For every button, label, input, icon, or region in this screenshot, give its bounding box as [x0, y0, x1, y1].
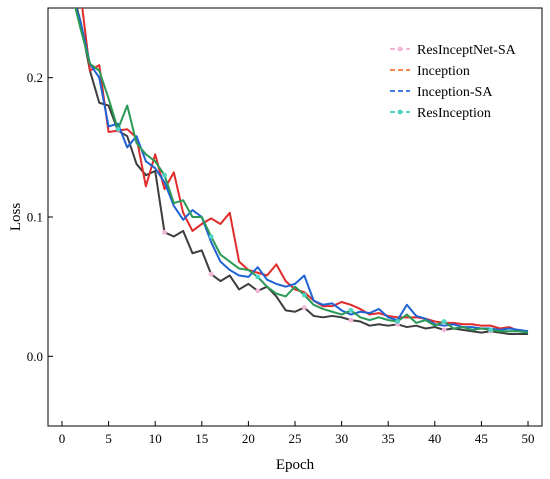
x-axis-label: Epoch [276, 457, 315, 473]
legend-label-1: Inception [417, 64, 470, 79]
x-axis-ticks: 0 5 10 15 20 25 30 35 40 45 50 [59, 421, 535, 446]
series-marker-0 [441, 327, 447, 333]
legend: ResInceptNet-SA Inception Inception-SA ResI… [390, 43, 517, 121]
x-tick-label: 45 [475, 431, 488, 446]
x-tick-label: 30 [335, 431, 348, 446]
series-marker-0 [255, 288, 261, 294]
series-group [74, 8, 529, 336]
x-tick-label: 50 [522, 431, 535, 446]
y-axis-label: Loss [8, 203, 24, 232]
x-tick-label: 35 [382, 431, 395, 446]
x-tick-label: 25 [289, 431, 302, 446]
series-marker-3 [348, 307, 354, 313]
y-tick-label: 0.2 [27, 70, 43, 85]
series-marker-3 [208, 234, 214, 239]
series-marker-3 [255, 274, 261, 280]
y-axis-ticks: 0.0 0.1 0.2 [27, 70, 53, 364]
series-marker-3 [395, 319, 400, 324]
y-tick-label: 0.1 [27, 210, 43, 225]
x-tick-label: 10 [149, 431, 162, 446]
series-marker-0 [301, 305, 307, 310]
x-tick-label: 0 [59, 431, 66, 446]
legend-label-2: Inception-SA [417, 85, 493, 100]
series-marker-0 [348, 317, 354, 323]
series-line-3 [74, 8, 529, 334]
series-line-0 [75, 8, 529, 336]
x-tick-label: 15 [195, 431, 208, 446]
series-marker-3 [488, 327, 494, 333]
series-marker-3 [301, 292, 307, 298]
y-tick-label: 0.0 [27, 349, 43, 364]
legend-label-3: ResInception [417, 106, 491, 121]
series-marker-0 [162, 229, 167, 235]
legend-marker-0 [397, 46, 403, 52]
legend-marker-3 [397, 109, 403, 115]
series-marker-3 [115, 126, 121, 132]
legend-label-0: ResInceptNet-SA [417, 43, 517, 58]
x-tick-label: 5 [105, 431, 112, 446]
x-tick-label: 20 [242, 431, 255, 446]
series-line-2 [74, 8, 529, 333]
series-marker-3 [162, 172, 167, 178]
series-marker-3 [441, 319, 447, 324]
series-marker-0 [208, 271, 214, 277]
x-tick-label: 40 [428, 431, 441, 446]
